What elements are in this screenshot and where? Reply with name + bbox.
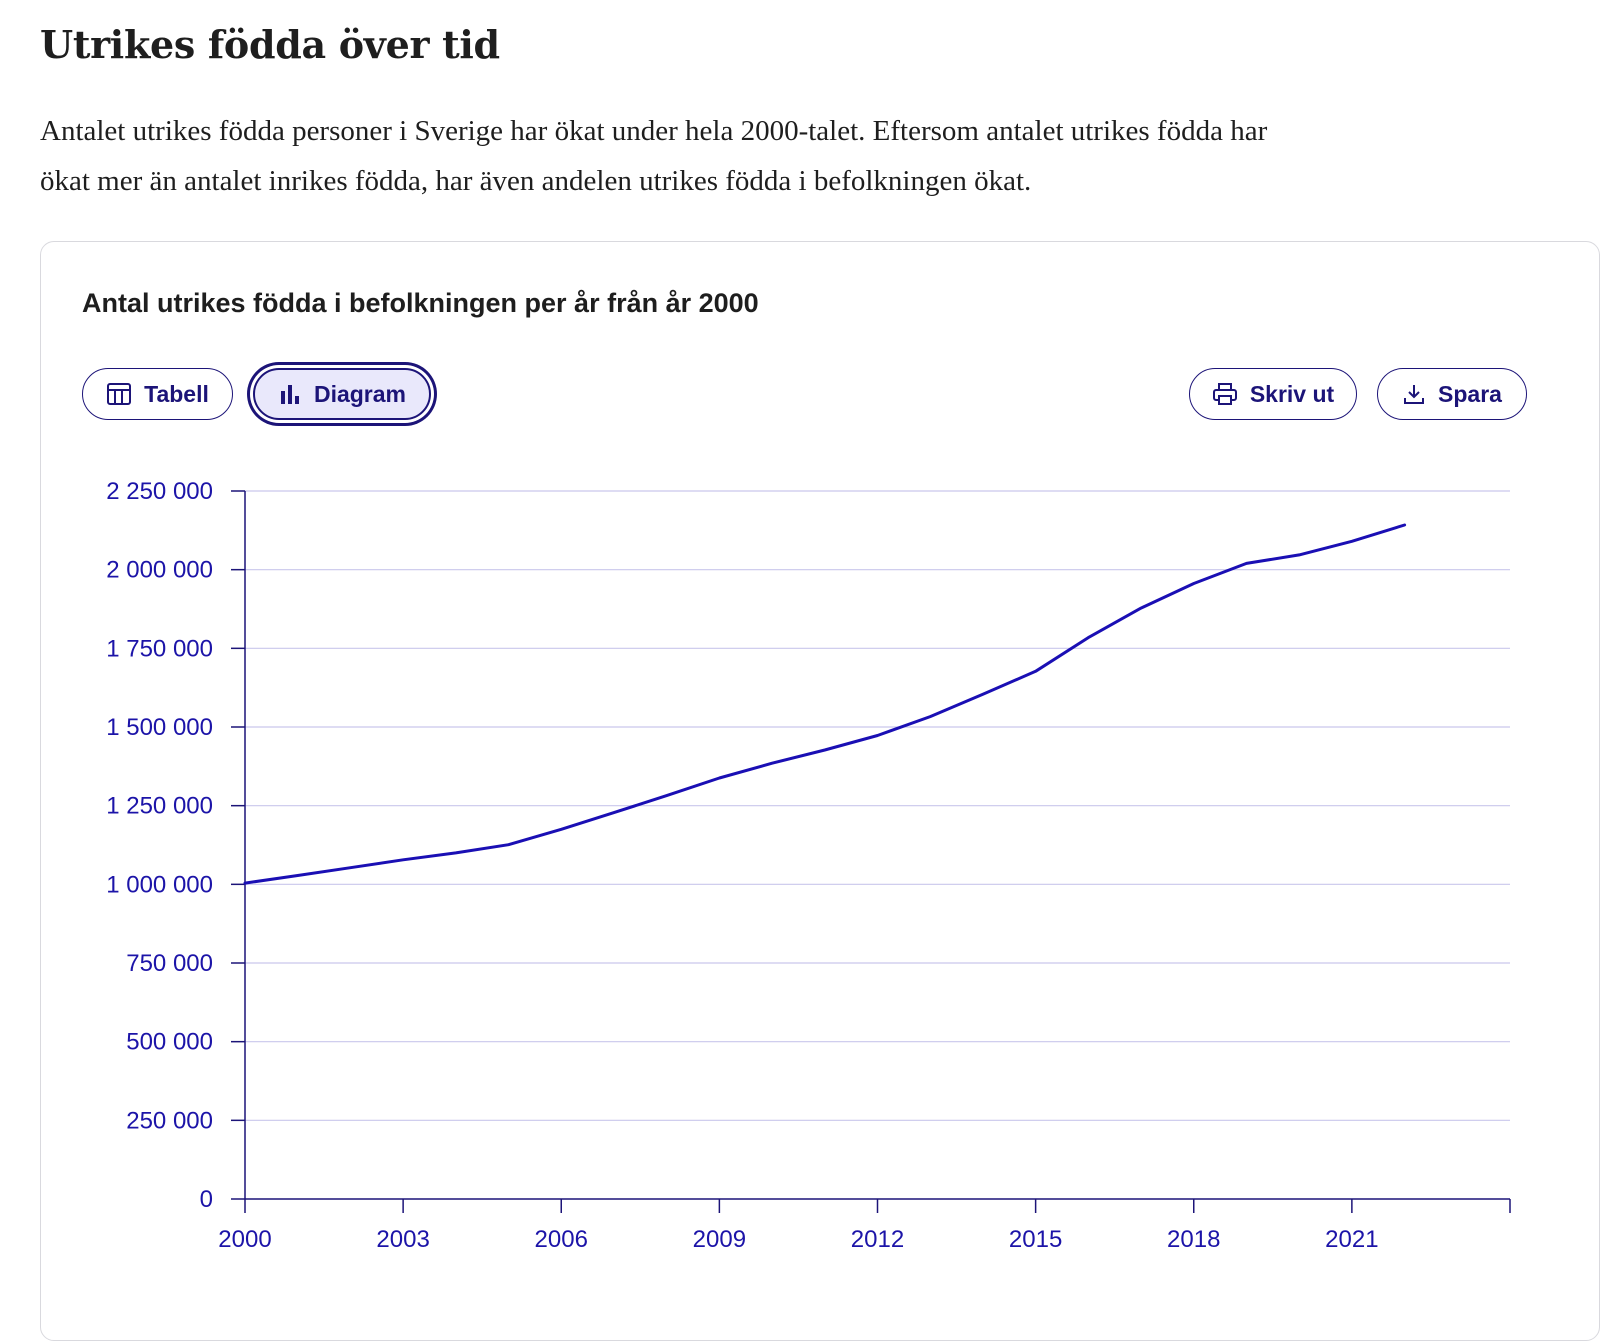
intro-text: Antalet utrikes födda personer i Sverige… bbox=[40, 115, 1268, 197]
chart-view-label: Diagram bbox=[313, 380, 407, 407]
x-tick-label: 2003 bbox=[376, 1226, 429, 1253]
bar-chart-icon bbox=[278, 382, 302, 406]
x-tick-label: 2015 bbox=[1009, 1226, 1062, 1253]
x-tick-label: 2006 bbox=[535, 1226, 588, 1253]
data-point[interactable] bbox=[766, 757, 778, 769]
y-tick-label: 1 250 000 bbox=[106, 793, 213, 820]
table-view-label: Tabell bbox=[144, 380, 209, 407]
data-point[interactable] bbox=[872, 729, 884, 741]
x-tick-label: 2021 bbox=[1325, 1226, 1378, 1253]
series-layer bbox=[239, 519, 1411, 889]
data-point[interactable] bbox=[555, 823, 567, 835]
data-point[interactable] bbox=[503, 839, 515, 851]
x-tick-label: 2000 bbox=[218, 1226, 271, 1253]
y-tick-label: 1 000 000 bbox=[106, 871, 213, 898]
data-point[interactable] bbox=[608, 807, 620, 819]
table-icon bbox=[106, 382, 132, 406]
data-point[interactable] bbox=[977, 688, 989, 700]
data-point[interactable] bbox=[292, 870, 304, 882]
data-point[interactable] bbox=[924, 711, 936, 723]
y-tick-label: 1 500 000 bbox=[106, 714, 213, 741]
y-tick-label: 750 000 bbox=[126, 950, 213, 977]
printer-icon bbox=[1212, 382, 1238, 406]
data-point[interactable] bbox=[1399, 519, 1411, 531]
data-point[interactable] bbox=[1346, 535, 1358, 547]
series-line bbox=[243, 523, 1407, 885]
data-point[interactable] bbox=[1293, 549, 1305, 561]
data-point[interactable] bbox=[819, 744, 831, 756]
save-button[interactable]: Spara bbox=[1377, 368, 1527, 420]
data-point[interactable] bbox=[450, 847, 462, 859]
tick-labels: 0 250 000 500 000 750 000 1 000 000 1 250 000… bbox=[106, 478, 1378, 1253]
data-point[interactable] bbox=[1188, 578, 1200, 590]
x-tick-label: 2009 bbox=[693, 1226, 746, 1253]
y-tick-label: 2 250 000 bbox=[106, 478, 213, 505]
y-tick-label: 1 750 000 bbox=[106, 635, 213, 662]
download-icon bbox=[1402, 382, 1426, 406]
y-tick-label: 0 bbox=[200, 1186, 213, 1213]
data-point[interactable] bbox=[713, 772, 725, 784]
data-point[interactable] bbox=[1240, 557, 1252, 569]
data-point[interactable] bbox=[1135, 602, 1147, 614]
data-point[interactable] bbox=[397, 854, 409, 866]
table-view-button[interactable]: Tabell bbox=[82, 368, 233, 420]
y-tick-label: 500 000 bbox=[126, 1029, 213, 1056]
y-tick-label: 250 000 bbox=[126, 1107, 213, 1134]
y-tick-label: 2 000 000 bbox=[106, 557, 213, 584]
save-label: Spara bbox=[1438, 380, 1502, 407]
chart-axes bbox=[231, 490, 1511, 1213]
x-tick-label: 2012 bbox=[851, 1226, 904, 1253]
print-button[interactable]: Skriv ut bbox=[1189, 368, 1357, 420]
x-tick-label: 2018 bbox=[1167, 1226, 1220, 1253]
page-title: Utrikes födda över tid bbox=[40, 22, 500, 67]
grid-lines bbox=[245, 490, 1510, 1121]
data-point[interactable] bbox=[239, 877, 251, 889]
data-point[interactable] bbox=[661, 790, 673, 802]
data-point[interactable] bbox=[344, 862, 356, 874]
chart-title: Antal utrikes födda i befolkningen per å… bbox=[82, 288, 759, 318]
data-point[interactable] bbox=[1030, 665, 1042, 677]
chart-view-button[interactable]: Diagram bbox=[253, 368, 431, 420]
data-point[interactable] bbox=[1082, 632, 1094, 644]
print-label: Skriv ut bbox=[1249, 380, 1335, 407]
